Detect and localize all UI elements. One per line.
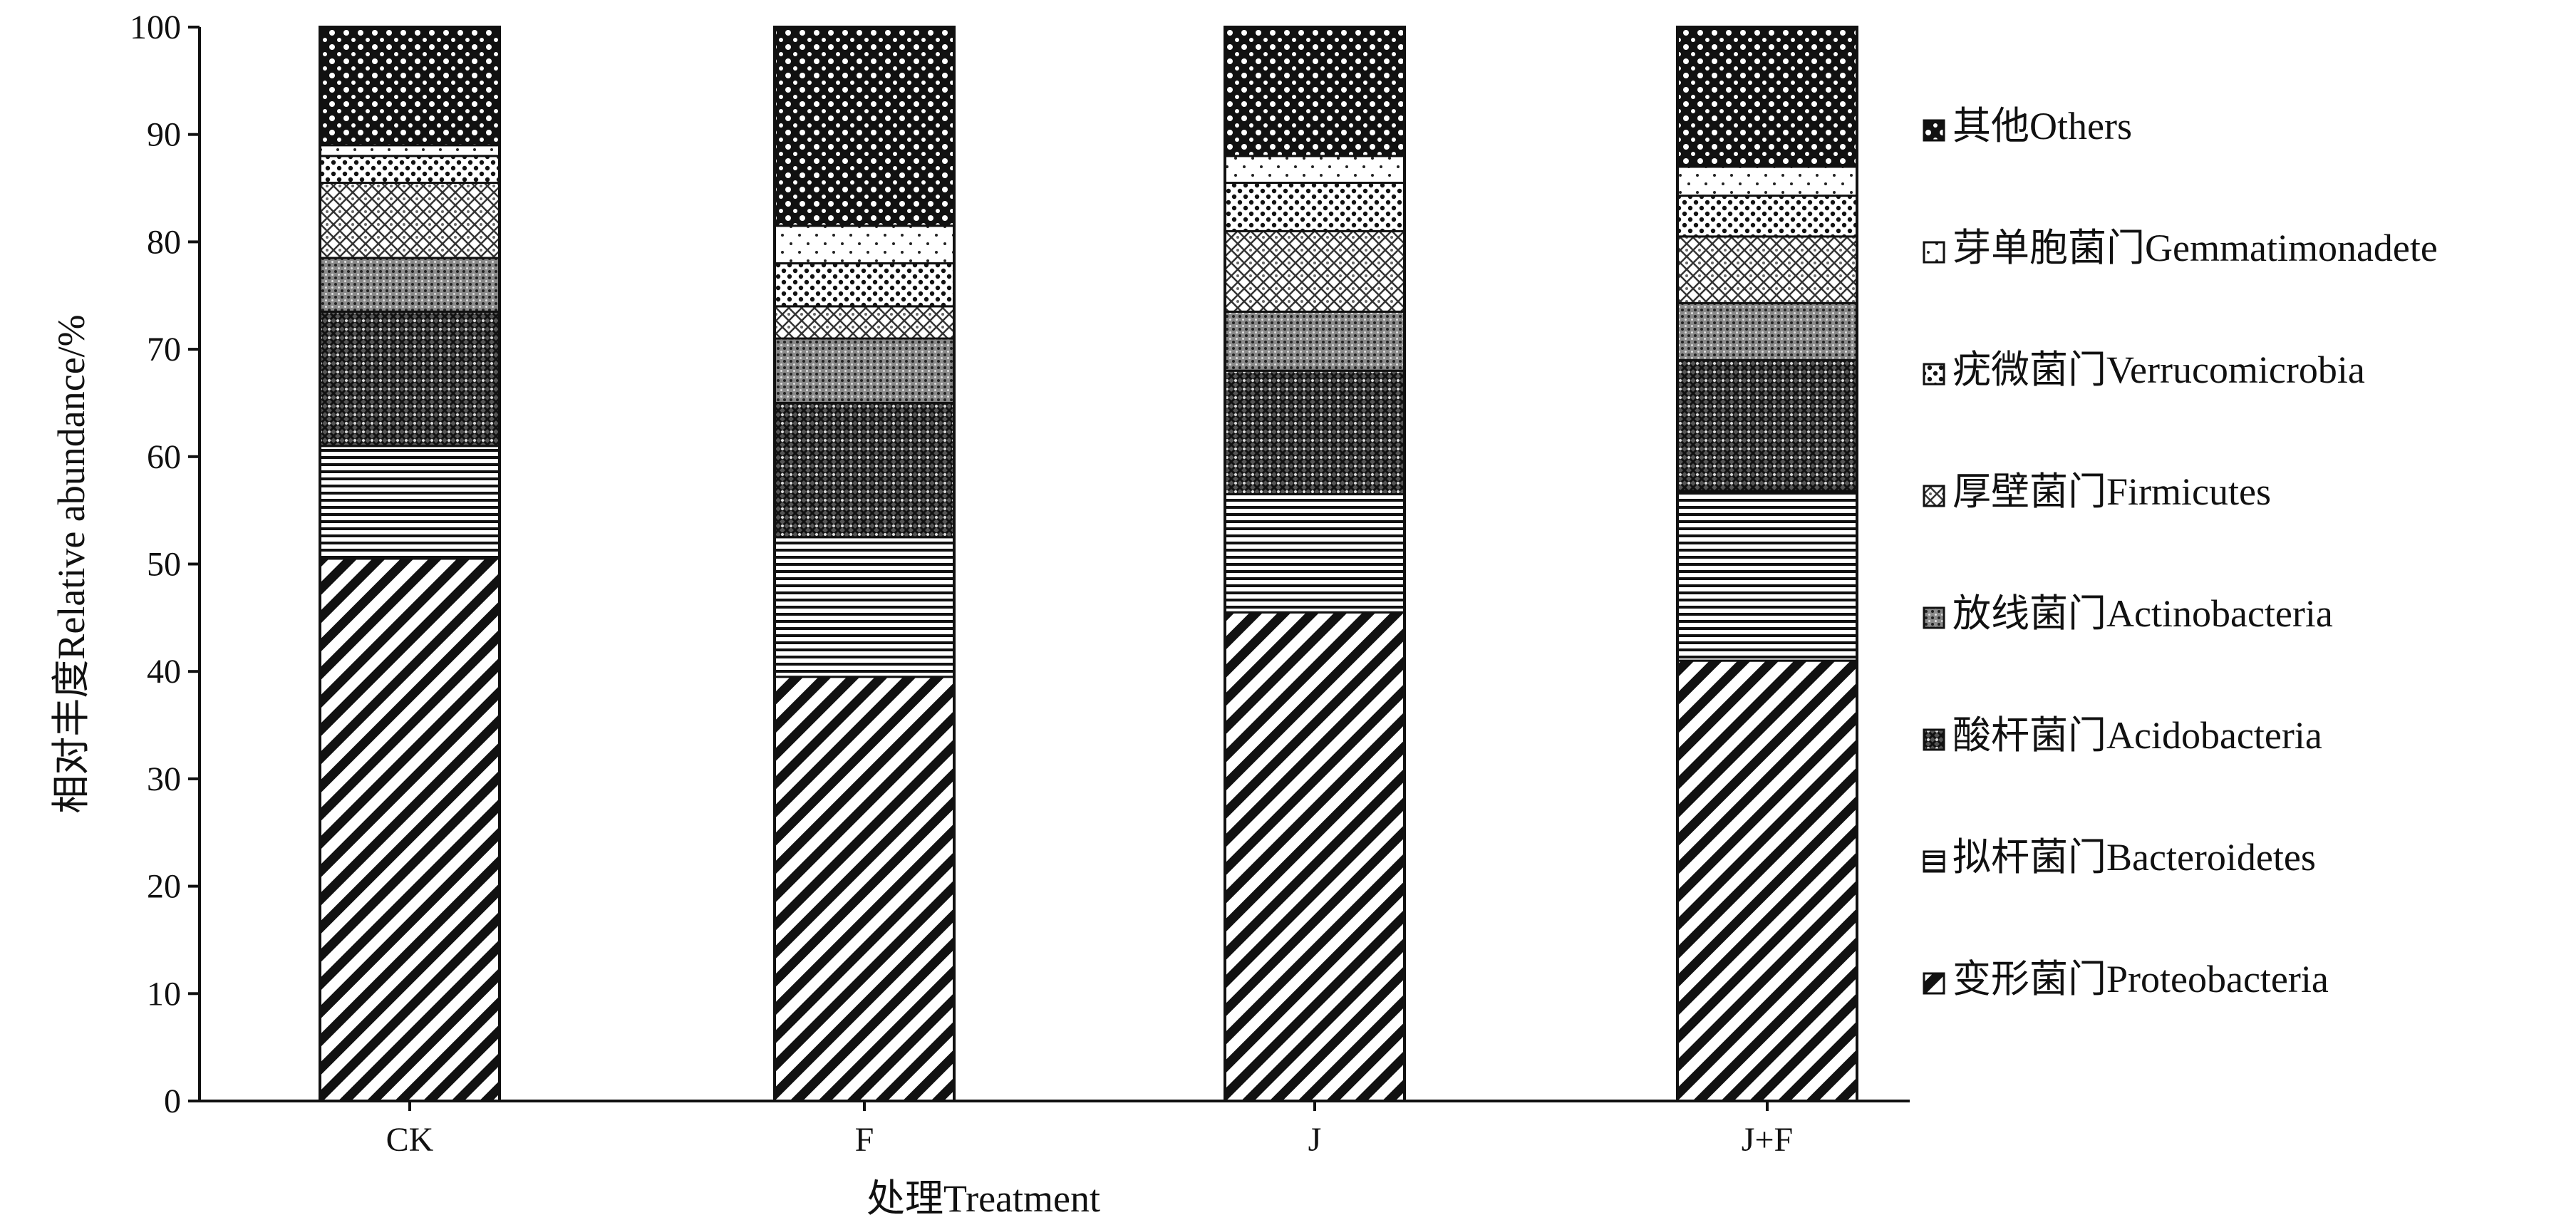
bar-segment (1676, 195, 1858, 238)
bar-segment (1224, 369, 1406, 496)
bar-segment (319, 155, 501, 185)
y-tick-label: 0 (164, 1082, 181, 1120)
bar-segment (1676, 26, 1858, 168)
bars (319, 26, 1858, 1102)
y-axis-title: 相对丰度Relative abundance/% (50, 314, 93, 813)
y-tick-label: 50 (147, 546, 181, 584)
bar-segment (319, 257, 501, 313)
bar-segment (319, 26, 501, 147)
bar-segment (319, 182, 501, 259)
legend-label: 酸杆菌门Acidobacteria (1952, 714, 2322, 757)
y-tick-label: 90 (147, 116, 181, 154)
bar-segment (1676, 358, 1858, 492)
y-tick-label: 30 (147, 760, 181, 798)
bar-segment (1676, 301, 1858, 361)
legend-swatch (1923, 485, 1945, 507)
y-tick-label: 70 (147, 331, 181, 368)
bar-segment (773, 262, 956, 308)
legend-label: 其他Others (1952, 105, 2132, 148)
bar-segment (773, 676, 956, 1102)
bar-segment (1224, 182, 1406, 232)
legend-swatch (1923, 850, 1945, 873)
bar-segment (1224, 611, 1406, 1102)
legend-swatch (1923, 972, 1945, 995)
x-axis-title: 处理Treatment (867, 1177, 1100, 1220)
bar-segment (1676, 235, 1858, 304)
bar-segment (1224, 26, 1406, 157)
y-tick-label: 20 (147, 868, 181, 906)
bar-segment (1224, 155, 1406, 185)
y-tick-label: 60 (147, 438, 181, 476)
bar-segment (1676, 659, 1858, 1102)
bar-segment (773, 305, 956, 340)
y-axis-ticks: 0 10 20 30 40 50 60 70 80 90 100 (130, 9, 200, 1120)
bar-segment (319, 445, 501, 560)
x-tick-label: CK (386, 1121, 434, 1159)
legend-swatch (1923, 606, 1945, 629)
legend-label: 放线菌门Actinobacteria (1952, 592, 2333, 635)
bar-segment (319, 144, 501, 157)
legend-swatch (1923, 728, 1945, 751)
bar-segment (1224, 310, 1406, 372)
legend-swatch (1923, 241, 1945, 264)
bar-segment (773, 224, 956, 265)
x-tick-label: J (1308, 1121, 1322, 1159)
y-tick-label: 10 (147, 975, 181, 1013)
bar-segment (773, 401, 956, 539)
legend: 其他Others 芽单胞菌门Gemmatimonadete 疣微菌门Verrucom… (1923, 105, 2438, 1001)
y-tick-label: 80 (147, 223, 181, 261)
legend-label: 厚壁菌门Firmicutes (1952, 470, 2271, 513)
legend-label: 变形菌门Proteobacteria (1952, 958, 2329, 1001)
legend-swatch (1923, 363, 1945, 386)
legend-label: 芽单胞菌门Gemmatimonadete (1952, 227, 2438, 269)
bar-segment (1676, 165, 1858, 197)
y-tick-label: 100 (130, 9, 181, 46)
x-tick-label: F (855, 1121, 874, 1159)
bar-segment (773, 337, 956, 404)
y-tick-label: 40 (147, 653, 181, 691)
bar-segment (1676, 490, 1858, 662)
legend-swatch (1923, 119, 1945, 142)
x-tick-label: J+F (1742, 1121, 1793, 1159)
legend-label: 拟杆菌门Bacteroidetes (1952, 836, 2316, 879)
bar-segment (319, 310, 501, 448)
x-axis-tick-labels: CK F J J+F (386, 1101, 1793, 1159)
legend-label: 疣微菌门Verrucomicrobia (1952, 348, 2365, 391)
bar-segment (1224, 493, 1406, 614)
bar-segment (773, 26, 956, 227)
bar-segment (1224, 229, 1406, 313)
bar-segment (773, 536, 956, 678)
bar-segment (319, 557, 501, 1102)
